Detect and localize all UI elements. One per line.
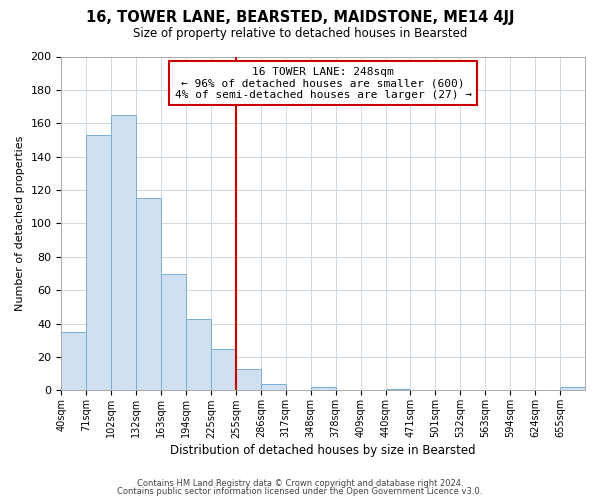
Bar — [111, 115, 136, 390]
Text: 16, TOWER LANE, BEARSTED, MAIDSTONE, ME14 4JJ: 16, TOWER LANE, BEARSTED, MAIDSTONE, ME1… — [86, 10, 514, 25]
Y-axis label: Number of detached properties: Number of detached properties — [15, 136, 25, 311]
Bar — [560, 387, 585, 390]
Bar — [236, 368, 261, 390]
Bar — [211, 348, 236, 391]
Text: Size of property relative to detached houses in Bearsted: Size of property relative to detached ho… — [133, 28, 467, 40]
Bar — [311, 387, 335, 390]
Text: Contains HM Land Registry data © Crown copyright and database right 2024.: Contains HM Land Registry data © Crown c… — [137, 478, 463, 488]
Bar — [161, 274, 186, 390]
Bar — [61, 332, 86, 390]
Bar — [186, 318, 211, 390]
Bar — [261, 384, 286, 390]
Text: Contains public sector information licensed under the Open Government Licence v3: Contains public sector information licen… — [118, 487, 482, 496]
Text: 16 TOWER LANE: 248sqm
← 96% of detached houses are smaller (600)
4% of semi-deta: 16 TOWER LANE: 248sqm ← 96% of detached … — [175, 66, 472, 100]
X-axis label: Distribution of detached houses by size in Bearsted: Distribution of detached houses by size … — [170, 444, 476, 458]
Bar — [136, 198, 161, 390]
Bar — [386, 388, 410, 390]
Bar — [86, 135, 111, 390]
